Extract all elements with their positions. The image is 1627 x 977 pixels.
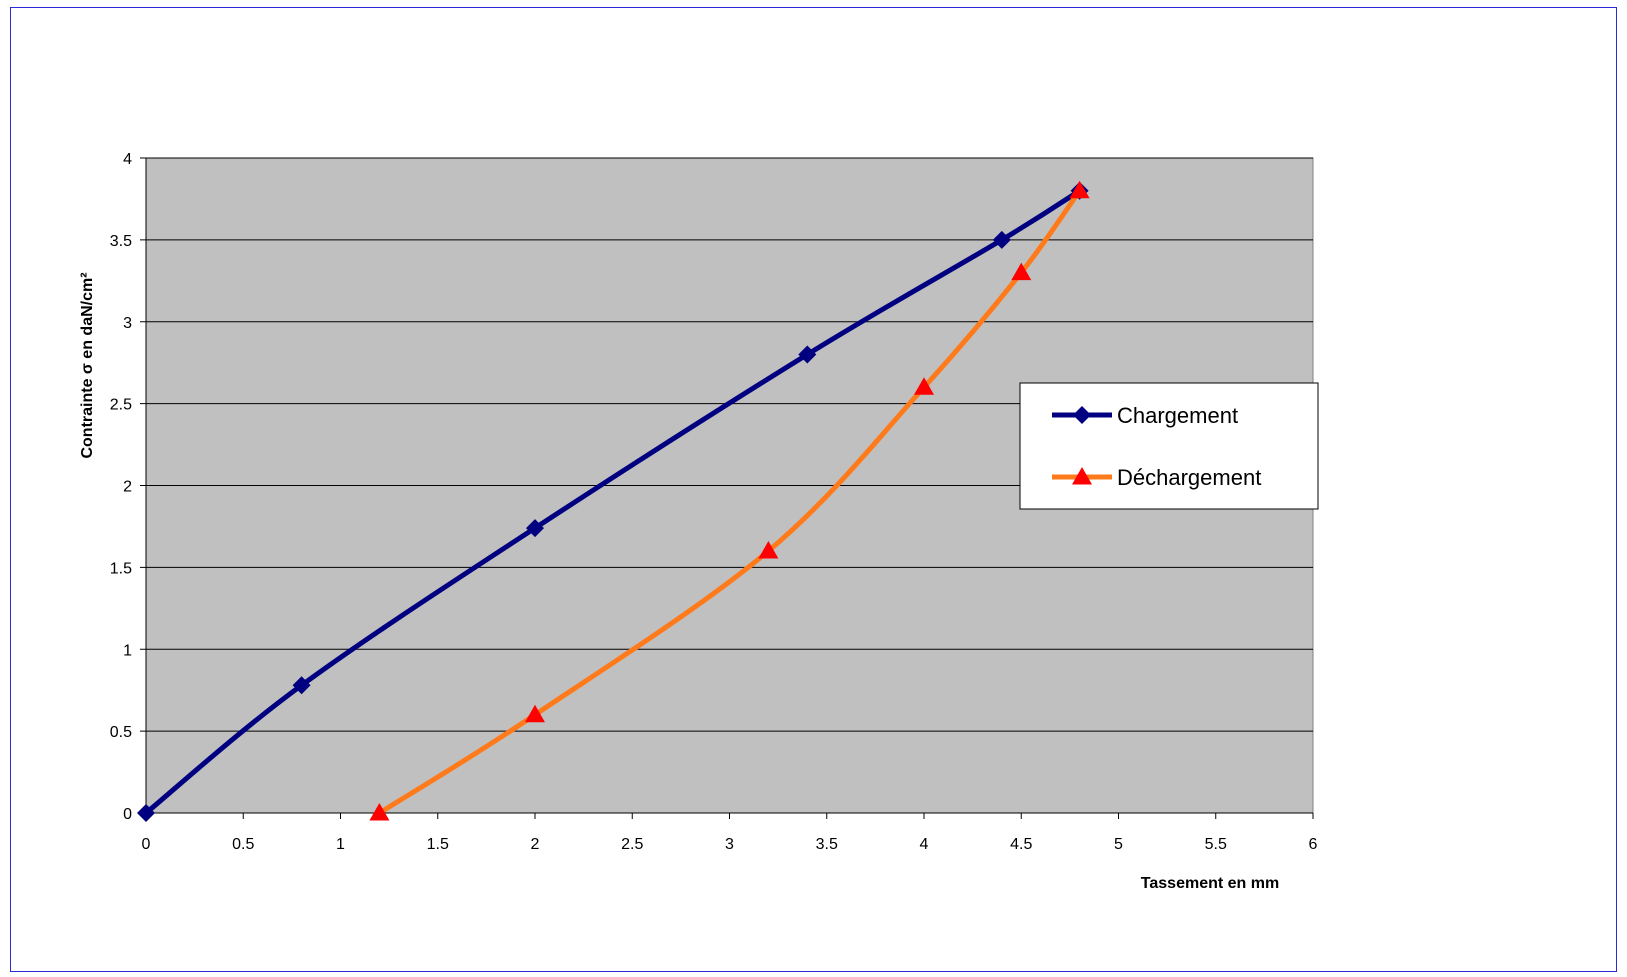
x-tick-label: 0.5 bbox=[232, 836, 254, 853]
y-tick-label: 3.5 bbox=[110, 233, 132, 250]
legend-label: Déchargement bbox=[1117, 465, 1261, 490]
x-tick-label: 3.5 bbox=[816, 836, 838, 853]
data-point bbox=[526, 519, 544, 538]
x-tick-label: 1.5 bbox=[427, 836, 449, 853]
data-point bbox=[1011, 262, 1032, 281]
x-tick-label: 4.5 bbox=[1010, 836, 1032, 853]
x-tick-label: 5.5 bbox=[1205, 836, 1227, 853]
x-tick-label: 4 bbox=[920, 836, 929, 853]
legend-swatch-marker bbox=[1073, 406, 1091, 424]
y-axis-title: Contrainte σ en daN/cm² bbox=[79, 272, 96, 458]
data-point bbox=[992, 230, 1011, 249]
data-point bbox=[369, 803, 390, 821]
x-tick-label: 6 bbox=[1309, 836, 1318, 853]
series-1 bbox=[369, 180, 1090, 821]
legend-box bbox=[1019, 382, 1319, 510]
legend-label: Chargement bbox=[1117, 403, 1238, 428]
y-tick-label: 1 bbox=[123, 642, 132, 659]
data-point bbox=[137, 804, 155, 822]
y-tick-label: 1.5 bbox=[110, 560, 132, 577]
series bbox=[137, 180, 1090, 822]
y-tick-label: 2.5 bbox=[110, 397, 132, 414]
legend: Chargement Déchargement bbox=[1019, 382, 1319, 510]
y-tick-label: 0.5 bbox=[110, 724, 132, 741]
data-point bbox=[1069, 180, 1090, 199]
axes: 0 0.5 1 1.5 2 2.5 3 3.5 4 0 0.5 1 1.5 2 2.5 3 3.5 4 4.5 5 5.… bbox=[110, 151, 1318, 853]
x-tick-label: 2.5 bbox=[621, 836, 643, 853]
y-tick-label: 4 bbox=[123, 151, 132, 168]
data-point bbox=[292, 676, 311, 695]
x-tick-label: 2 bbox=[531, 836, 540, 853]
y-tick-label: 0 bbox=[123, 806, 132, 823]
y-tick-label: 3 bbox=[123, 315, 132, 332]
x-tick-label: 1 bbox=[336, 836, 345, 853]
legend-swatch-marker bbox=[1072, 467, 1092, 485]
x-tick-label: 0 bbox=[142, 836, 151, 853]
x-axis-title: Tassement en mm bbox=[1141, 875, 1279, 892]
data-point bbox=[798, 345, 817, 364]
series-line bbox=[143, 188, 1083, 816]
y-tick-label: 2 bbox=[123, 479, 132, 496]
data-point bbox=[525, 704, 545, 723]
x-tick-label: 5 bbox=[1114, 836, 1123, 853]
data-point bbox=[914, 377, 934, 395]
data-point bbox=[758, 541, 779, 559]
x-tick-label: 3 bbox=[725, 836, 734, 853]
